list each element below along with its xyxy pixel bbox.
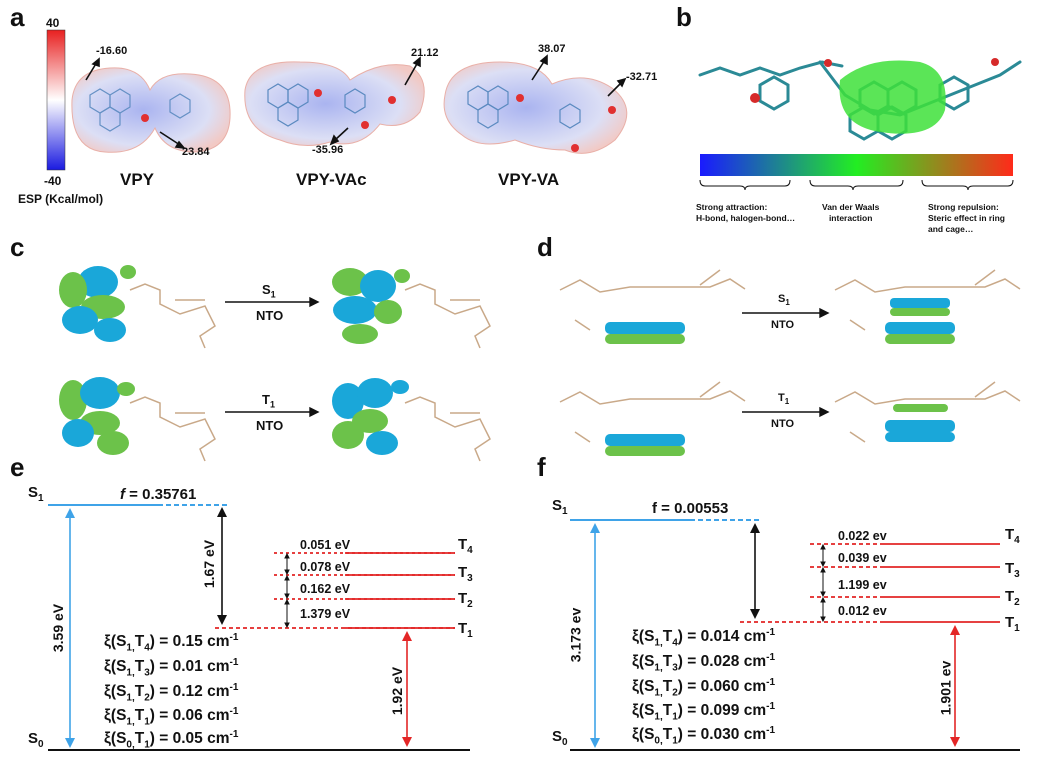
rdg-color-bar: [700, 154, 1013, 176]
esp-scale-min: -40: [44, 174, 62, 188]
esp-color-scale: [46, 29, 66, 171]
f-t4-label: T4: [1005, 526, 1020, 546]
e-soc-s1-t4: ξ(S1,T4) = 0.15 cm-1: [104, 632, 239, 654]
esp-value-vpyvac-1: 21.12: [411, 47, 439, 59]
e-gap-t4-t3: 0.051 eV: [300, 538, 351, 552]
c-t1-method: NTO: [256, 418, 284, 433]
rdg-brackets: [699, 179, 1014, 191]
esp-surface-vpy-va: [443, 61, 628, 154]
rdg-legend-repulsion-detail2: and cage…: [928, 224, 974, 234]
e-s1-label: S1: [28, 484, 44, 504]
rdg-legend-vdw-detail: interaction: [828, 213, 873, 223]
f-gap-t4-t3: 0.022 ev: [838, 529, 887, 543]
e-t4-label: T4: [458, 536, 473, 556]
e-s0-label: S0: [28, 730, 44, 750]
molecule-label-vpy: VPY: [120, 170, 155, 189]
f-s1-gap: 3.173 ev: [567, 607, 584, 663]
e-t1-label: T1: [458, 620, 473, 640]
esp-scale-label: ESP (Kcal/mol): [18, 192, 104, 206]
energy-diagram-f: [570, 519, 1020, 751]
esp-surface-vpy: [71, 67, 231, 153]
f-soc-s0-t1: ξ(S0,T1) = 0.030 cm-1: [632, 725, 776, 747]
esp-value-vpyva-1: 38.07: [538, 43, 566, 55]
panel-letter-e: e: [10, 452, 25, 482]
rdg-legend-attraction-detail: H-bond, halogen-bond…: [696, 213, 796, 223]
panel-letter-d: d: [537, 232, 553, 262]
nto-orbitals-d: [559, 269, 1021, 456]
f-s0-label: S0: [552, 728, 568, 748]
e-soc-s1-t2: ξ(S1,T2) = 0.12 cm-1: [104, 682, 239, 704]
rdg-legend-vdw-title: Van der Waals: [822, 202, 880, 212]
f-gap-t2-t1: 1.199 ev: [838, 578, 887, 592]
e-s1-gap: 3.59 eV: [50, 603, 67, 653]
f-t3-label: T3: [1005, 560, 1020, 580]
d-t1-method: NTO: [771, 418, 795, 430]
e-t3-label: T3: [458, 564, 473, 584]
d-s1-method: NTO: [771, 319, 795, 331]
rdg-legend-repulsion-detail: Steric effect in ring: [928, 213, 1005, 223]
nto-orbitals-c: [59, 265, 491, 462]
f-gap-t1-s1: 0.012 ev: [838, 604, 887, 618]
c-t1-label: T1: [262, 392, 275, 410]
f-soc-s1-t3: ξ(S1,T3) = 0.028 cm-1: [632, 652, 776, 674]
rdg-legend-attraction-title: Strong attraction:: [696, 202, 768, 212]
e-oscillator-strength: f = 0.35761: [120, 486, 197, 503]
rdg-molecule: [698, 58, 1022, 141]
c-s1-method: NTO: [256, 308, 284, 323]
f-s1-label: S1: [552, 497, 568, 517]
f-t1-gap: 1.901 ev: [937, 660, 954, 716]
f-t2-label: T2: [1005, 588, 1020, 608]
e-gap-t2-t1: 0.162 eV: [300, 582, 351, 596]
esp-value-vpy-2: 23.84: [182, 146, 210, 158]
e-gap-t3-t2: 0.078 eV: [300, 560, 351, 574]
f-soc-s1-t1: ξ(S1,T1) = 0.099 cm-1: [632, 701, 776, 723]
f-soc-s1-t4: ξ(S1,T4) = 0.014 cm-1: [632, 627, 776, 649]
e-soc-s1-t1: ξ(S1,T1) = 0.06 cm-1: [104, 706, 239, 728]
panel-letter-f: f: [537, 452, 546, 482]
nto-arrows-c: [225, 296, 320, 418]
panel-letter-b: b: [676, 2, 692, 32]
panel-letter-a: a: [10, 2, 25, 32]
esp-arrows: [85, 54, 627, 150]
f-soc-s1-t2: ξ(S1,T2) = 0.060 cm-1: [632, 677, 776, 699]
c-s1-label: S1: [262, 282, 276, 300]
rdg-legend-attraction: Strong attraction: H-bond, halogen-bond…: [696, 202, 795, 224]
rdg-legend-vdw: Van der Waals interaction: [822, 202, 879, 224]
e-st-gap: 1.67 eV: [201, 539, 218, 589]
esp-surface-vpy-vac: [244, 61, 425, 146]
f-gap-t3-t2: 0.039 ev: [838, 551, 887, 565]
rdg-legend-repulsion: Strong repulsion: Steric effect in ring …: [928, 202, 1005, 235]
d-s1-label: S1: [778, 293, 790, 308]
d-t1-label: T1: [778, 392, 790, 407]
nto-arrows-d: [742, 307, 830, 418]
e-t2-label: T2: [458, 590, 473, 610]
esp-value-vpy-1: -16.60: [96, 45, 128, 57]
energy-diagram-e: [48, 504, 470, 751]
f-t1-label: T1: [1005, 614, 1020, 634]
molecule-label-vpy-va: VPY-VA: [498, 170, 560, 189]
f-oscillator-strength: f = 0.00553: [652, 500, 729, 517]
esp-value-vpyvac-2: -35.96: [312, 144, 344, 156]
molecule-label-vpy-vac: VPY-VAc: [296, 170, 367, 189]
esp-value-vpyva-2: -32.71: [626, 71, 658, 83]
e-gap-t1-s1: 1.379 eV: [300, 607, 351, 621]
rdg-legend-repulsion-title: Strong repulsion:: [928, 202, 999, 212]
panel-letter-c: c: [10, 232, 25, 262]
e-soc-s1-t3: ξ(S1,T3) = 0.01 cm-1: [104, 657, 239, 679]
esp-scale-max: 40: [46, 16, 60, 30]
e-soc-s0-t1: ξ(S0,T1) = 0.05 cm-1: [104, 729, 239, 751]
e-t1-gap: 1.92 eV: [389, 666, 406, 716]
